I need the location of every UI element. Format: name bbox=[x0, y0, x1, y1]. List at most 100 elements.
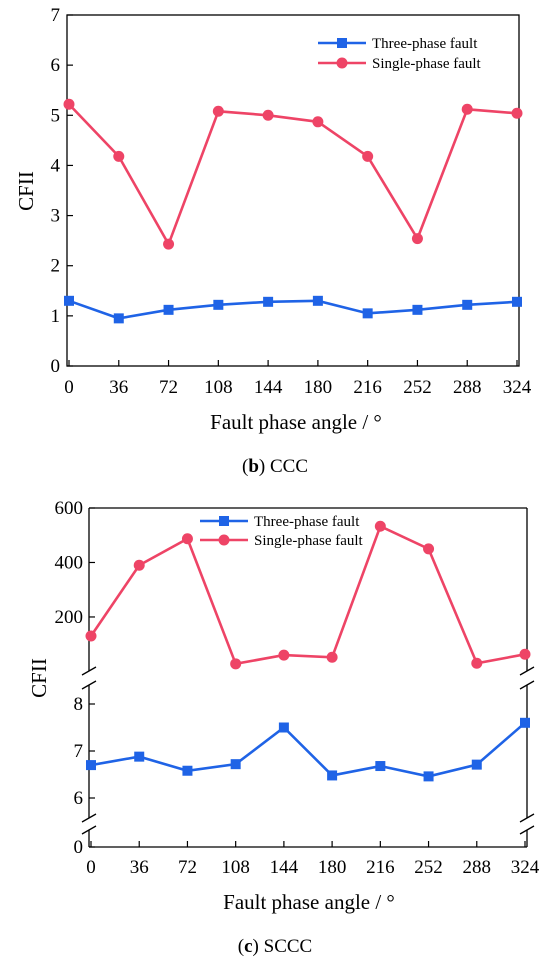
y-tick-label: 1 bbox=[51, 306, 61, 327]
x-tick-label: 252 bbox=[403, 377, 432, 398]
series-line bbox=[68, 299, 518, 320]
legend-marker bbox=[218, 534, 230, 546]
y-tick-label: 0 bbox=[74, 837, 84, 858]
data-point bbox=[512, 296, 522, 307]
axis-break-mark bbox=[81, 680, 97, 690]
x-tick-label: 72 bbox=[159, 377, 178, 398]
x-tick-label: 72 bbox=[178, 857, 197, 878]
y-tick-label: 0 bbox=[51, 356, 61, 377]
data-point bbox=[462, 299, 473, 310]
data-point bbox=[85, 630, 97, 642]
y-tick-label: 400 bbox=[55, 552, 84, 573]
axis-break-mark bbox=[519, 813, 535, 823]
x-tick-label: 108 bbox=[221, 857, 250, 878]
data-point bbox=[374, 520, 386, 532]
y-tick-label: 6 bbox=[74, 788, 84, 809]
y-tick-label: 5 bbox=[51, 105, 61, 126]
data-point bbox=[278, 649, 290, 661]
y-tick-label: 200 bbox=[55, 607, 84, 628]
data-point bbox=[471, 759, 482, 770]
data-point bbox=[181, 533, 193, 545]
data-point bbox=[212, 105, 224, 117]
y-axis-label: CFII bbox=[27, 658, 51, 698]
data-point bbox=[327, 770, 338, 781]
y-tick-label: 8 bbox=[74, 694, 84, 715]
data-point bbox=[362, 150, 374, 162]
axis-break-mark bbox=[519, 680, 535, 690]
data-point bbox=[63, 98, 75, 110]
chart-c: 200 400 600 0 6 7 8 0 36 72 108 144 180 216 252 288 324 F… bbox=[27, 498, 540, 957]
legend-label: Three-phase fault bbox=[372, 36, 478, 52]
legend-label: Single-phase fault bbox=[372, 56, 482, 72]
x-tick-label: 180 bbox=[304, 377, 333, 398]
y-tick-label: 7 bbox=[74, 741, 84, 762]
x-tick-label: 216 bbox=[366, 857, 395, 878]
data-point bbox=[213, 299, 224, 310]
x-tick-label: 288 bbox=[463, 857, 492, 878]
data-point bbox=[113, 313, 124, 324]
chart-b: 0 1 2 3 4 5 6 7 0 36 72 108 144 180 216 252 288 324 Fault … bbox=[14, 5, 532, 477]
data-point bbox=[134, 751, 145, 762]
data-point bbox=[519, 648, 531, 660]
y-tick-label: 7 bbox=[51, 5, 61, 26]
series-line bbox=[89, 524, 526, 666]
axis-break-mark bbox=[81, 813, 97, 823]
series-line bbox=[90, 721, 526, 778]
axis-break-mark bbox=[519, 666, 535, 676]
legend-label: Three-phase fault bbox=[254, 514, 360, 530]
data-point bbox=[64, 295, 74, 306]
data-point bbox=[182, 765, 193, 776]
axis-break-mark bbox=[519, 825, 535, 835]
data-point bbox=[163, 304, 174, 315]
data-point bbox=[362, 308, 373, 319]
data-point bbox=[230, 658, 242, 670]
y-tick-label: 6 bbox=[51, 55, 61, 76]
data-point bbox=[133, 559, 145, 571]
data-point bbox=[375, 761, 386, 772]
x-axis-label: Fault phase angle / ° bbox=[210, 410, 382, 434]
data-point bbox=[461, 103, 473, 115]
y-tick-label: 2 bbox=[51, 256, 61, 277]
x-tick-label: 144 bbox=[254, 377, 283, 398]
x-tick-label: 108 bbox=[204, 377, 233, 398]
x-tick-label: 0 bbox=[64, 377, 74, 398]
x-tick-label: 324 bbox=[511, 857, 540, 878]
x-tick-label: 144 bbox=[270, 857, 299, 878]
x-tick-label: 36 bbox=[109, 377, 128, 398]
x-tick-label: 252 bbox=[414, 857, 443, 878]
data-point bbox=[423, 543, 435, 555]
data-point bbox=[423, 771, 434, 782]
data-point bbox=[471, 657, 483, 669]
x-tick-label: 324 bbox=[503, 377, 532, 398]
figure-caption: (c) SCCC bbox=[238, 936, 312, 957]
data-point bbox=[326, 651, 338, 663]
data-point bbox=[511, 107, 523, 119]
data-point bbox=[263, 296, 274, 307]
data-point bbox=[312, 116, 324, 128]
x-axis-label: Fault phase angle / ° bbox=[223, 890, 395, 914]
x-tick-label: 216 bbox=[353, 377, 382, 398]
data-point bbox=[230, 759, 241, 770]
series-line bbox=[68, 103, 518, 248]
x-tick-label: 288 bbox=[453, 377, 482, 398]
data-point bbox=[86, 760, 96, 771]
data-point bbox=[278, 722, 289, 733]
axis-break-mark bbox=[81, 666, 97, 676]
x-tick-label: 180 bbox=[318, 857, 347, 878]
data-point bbox=[163, 238, 175, 250]
figure-caption: (b) CCC bbox=[242, 456, 308, 477]
x-tick-label: 0 bbox=[86, 857, 96, 878]
y-tick-label: 4 bbox=[51, 155, 61, 176]
y-tick-label: 3 bbox=[51, 206, 61, 227]
data-point bbox=[411, 233, 423, 245]
legend-marker bbox=[219, 516, 229, 526]
plot-frame bbox=[66, 14, 520, 367]
data-point bbox=[113, 150, 125, 162]
data-point bbox=[312, 295, 323, 306]
legend-label: Single-phase fault bbox=[254, 533, 364, 549]
legend-marker bbox=[337, 38, 347, 48]
data-point bbox=[262, 109, 274, 121]
y-tick-label: 600 bbox=[55, 498, 84, 519]
data-point bbox=[520, 717, 530, 728]
